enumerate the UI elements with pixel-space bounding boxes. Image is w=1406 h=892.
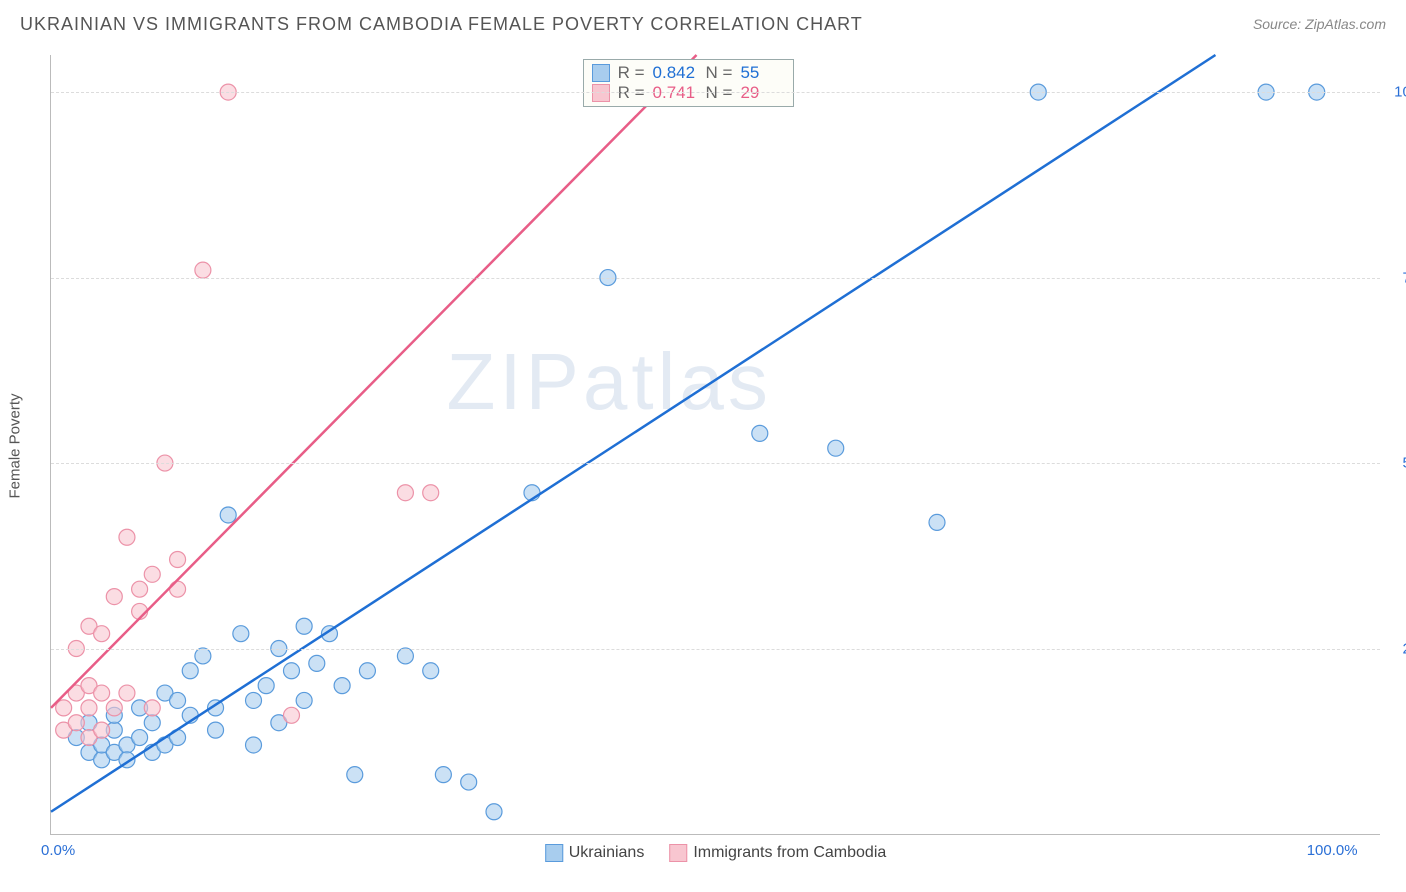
legend-label-2: Immigrants from Cambodia	[693, 844, 886, 862]
data-point	[461, 774, 477, 790]
data-point	[929, 514, 945, 530]
swatch-series1	[592, 64, 610, 82]
gridline	[51, 92, 1380, 93]
swatch-legend1	[545, 844, 563, 862]
stat-row-series1: R = 0.842 N = 55	[592, 63, 786, 83]
data-point	[195, 648, 211, 664]
stat-n-label: N =	[706, 63, 733, 83]
data-point	[68, 715, 84, 731]
data-point	[423, 663, 439, 679]
bottom-legend: Ukrainians Immigrants from Cambodia	[545, 844, 887, 862]
data-point	[233, 626, 249, 642]
data-point	[246, 737, 262, 753]
data-point	[296, 692, 312, 708]
data-point	[220, 507, 236, 523]
data-point	[258, 678, 274, 694]
data-point	[94, 722, 110, 738]
gridline	[51, 278, 1380, 279]
data-point	[435, 767, 451, 783]
chart-svg	[51, 55, 1380, 834]
data-point	[132, 730, 148, 746]
plot-area: ZIPatlas R = 0.842 N = 55 R = 0.741 N = …	[50, 55, 1380, 835]
data-point	[144, 700, 160, 716]
correlation-stats-box: R = 0.842 N = 55 R = 0.741 N = 29	[583, 59, 795, 107]
data-point	[246, 692, 262, 708]
legend-label-1: Ukrainians	[569, 844, 645, 862]
stat-n1-value: 55	[740, 63, 785, 83]
data-point	[132, 581, 148, 597]
data-point	[486, 804, 502, 820]
ytick-label: 50.0%	[1385, 455, 1406, 472]
data-point	[208, 722, 224, 738]
data-point	[752, 425, 768, 441]
data-point	[423, 485, 439, 501]
data-point	[119, 529, 135, 545]
data-point	[170, 692, 186, 708]
legend-item-2: Immigrants from Cambodia	[669, 844, 886, 862]
data-point	[144, 566, 160, 582]
data-point	[94, 626, 110, 642]
data-point	[106, 700, 122, 716]
data-point	[283, 707, 299, 723]
chart-container: UKRAINIAN VS IMMIGRANTS FROM CAMBODIA FE…	[0, 0, 1406, 892]
gridline	[51, 649, 1380, 650]
legend-item-1: Ukrainians	[545, 844, 645, 862]
data-point	[106, 589, 122, 605]
trend-line	[51, 55, 1215, 812]
data-point	[397, 485, 413, 501]
data-point	[347, 767, 363, 783]
data-point	[359, 663, 375, 679]
swatch-legend2	[669, 844, 687, 862]
data-point	[296, 618, 312, 634]
data-point	[182, 663, 198, 679]
stat-r1-value: 0.842	[653, 63, 698, 83]
stat-r-label: R =	[618, 63, 645, 83]
data-point	[397, 648, 413, 664]
xtick-label: 100.0%	[1307, 842, 1358, 859]
chart-title: UKRAINIAN VS IMMIGRANTS FROM CAMBODIA FE…	[20, 14, 863, 35]
data-point	[195, 262, 211, 278]
data-point	[828, 440, 844, 456]
source-label: Source: ZipAtlas.com	[1253, 16, 1386, 32]
data-point	[81, 700, 97, 716]
xtick-label: 0.0%	[41, 842, 75, 859]
ytick-label: 25.0%	[1385, 640, 1406, 657]
ytick-label: 100.0%	[1385, 84, 1406, 101]
trend-line	[51, 55, 697, 708]
data-point	[170, 581, 186, 597]
data-point	[94, 685, 110, 701]
data-point	[283, 663, 299, 679]
y-axis-label: Female Poverty	[7, 393, 24, 498]
data-point	[334, 678, 350, 694]
data-point	[309, 655, 325, 671]
data-point	[144, 715, 160, 731]
gridline	[51, 463, 1380, 464]
data-point	[119, 685, 135, 701]
data-point	[170, 551, 186, 567]
header: UKRAINIAN VS IMMIGRANTS FROM CAMBODIA FE…	[0, 0, 1406, 48]
ytick-label: 75.0%	[1385, 269, 1406, 286]
